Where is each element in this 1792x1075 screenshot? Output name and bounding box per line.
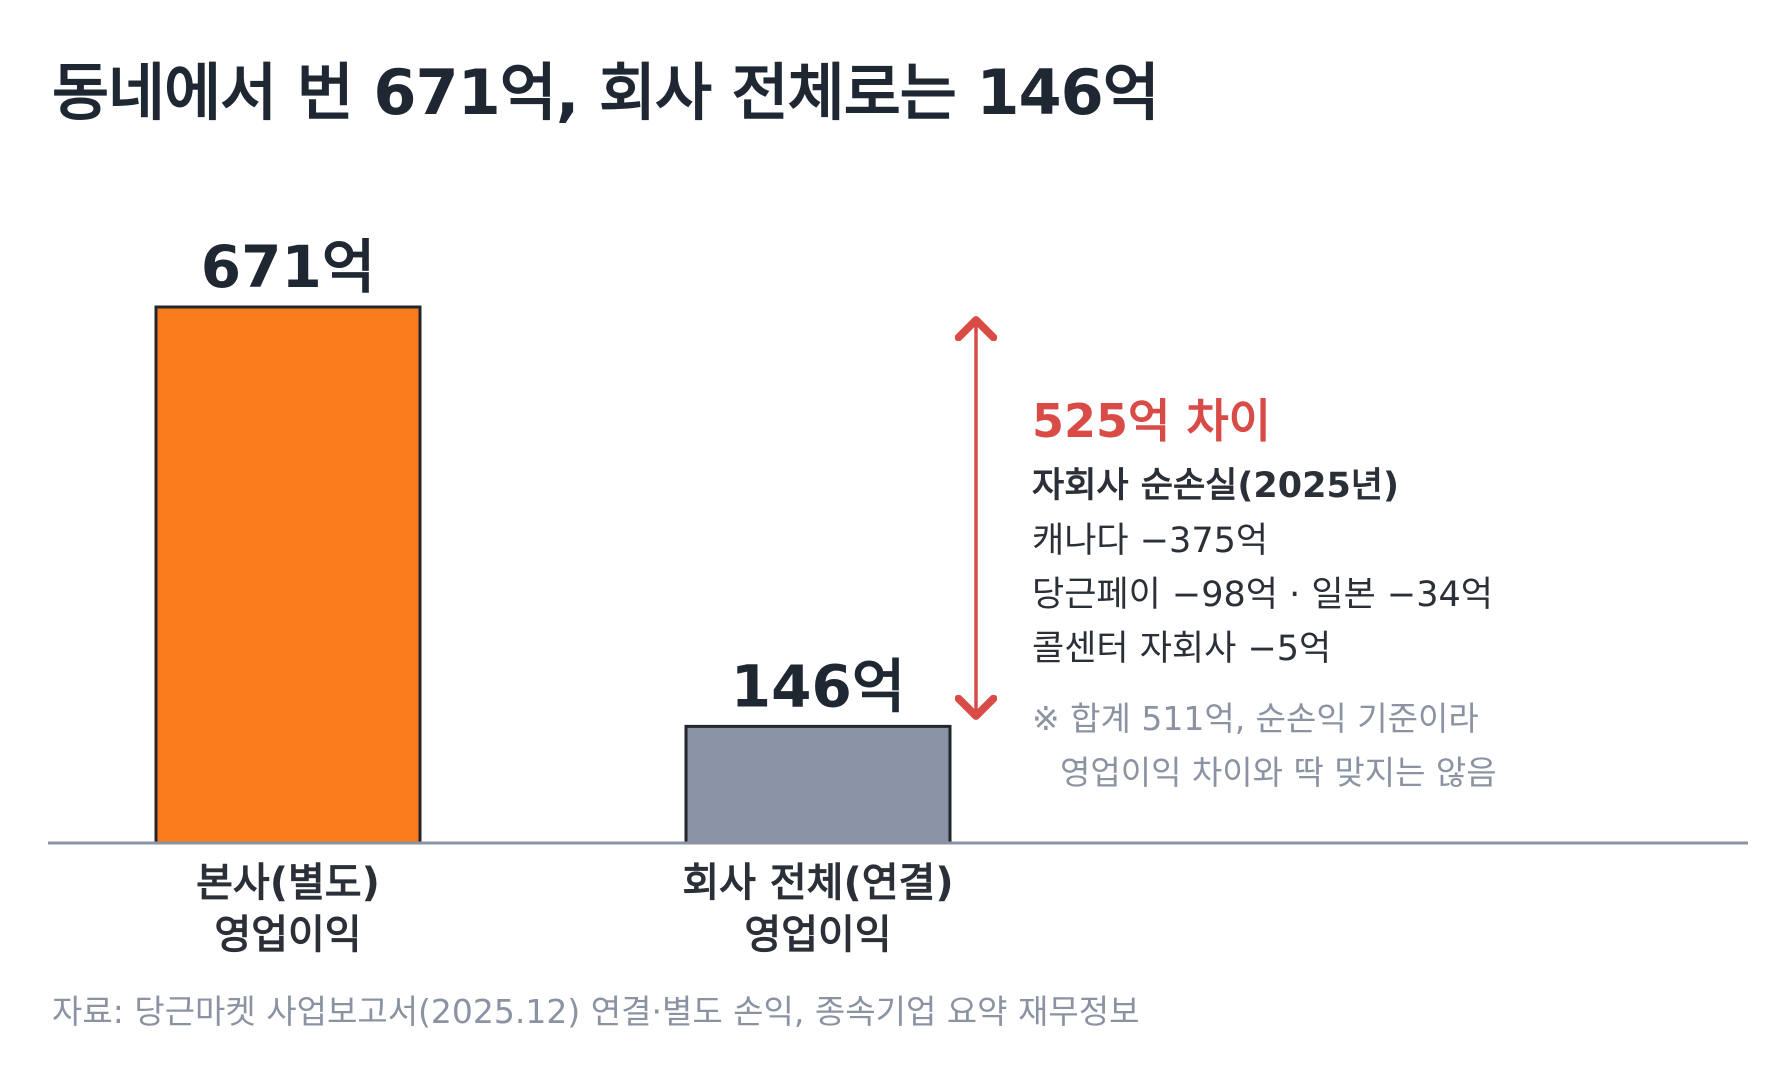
subsidiary-loss-canada: 캐나다 −375억 xyxy=(1032,521,1269,561)
difference-annotation: 525억 차이 자회사 순손실(2025년) 캐나다 −375억 당근페이 −9… xyxy=(1032,390,1497,800)
difference-label: 525억 차이 xyxy=(1032,394,1271,448)
subsidiary-loss-callcenter: 콜센터 자회사 −5억 xyxy=(1032,629,1332,669)
subsidiary-loss-heading: 자회사 순손실(2025년) xyxy=(1032,466,1399,506)
footnote-line-2: 영업이익 차이와 딱 맞지는 않음 xyxy=(1060,753,1497,792)
source-caption: 자료: 당근마켓 사업보고서(2025.12) 연결·별도 손익, 종속기업 요… xyxy=(52,992,1140,1031)
category-label-standalone-line-1: 본사(별도) xyxy=(196,860,380,906)
value-label-consolidated: 146억 xyxy=(731,652,905,720)
category-label-consolidated-line-2: 영업이익 xyxy=(744,912,891,958)
category-label-standalone-line-2: 영업이익 xyxy=(214,912,361,958)
footnote-line-1: ※ 합계 511억, 순손익 기준이라 xyxy=(1032,699,1479,738)
chart-title: 동네에서 번 671억, 회사 전체로는 146억 xyxy=(52,56,1160,129)
subsidiary-loss-pay-japan: 당근페이 −98억 · 일본 −34억 xyxy=(1032,575,1493,615)
bar-standalone xyxy=(154,305,422,845)
category-label-consolidated-line-1: 회사 전체(연결) xyxy=(682,860,953,906)
bar-consolidated xyxy=(684,724,952,845)
value-label-standalone: 671억 xyxy=(201,233,375,301)
